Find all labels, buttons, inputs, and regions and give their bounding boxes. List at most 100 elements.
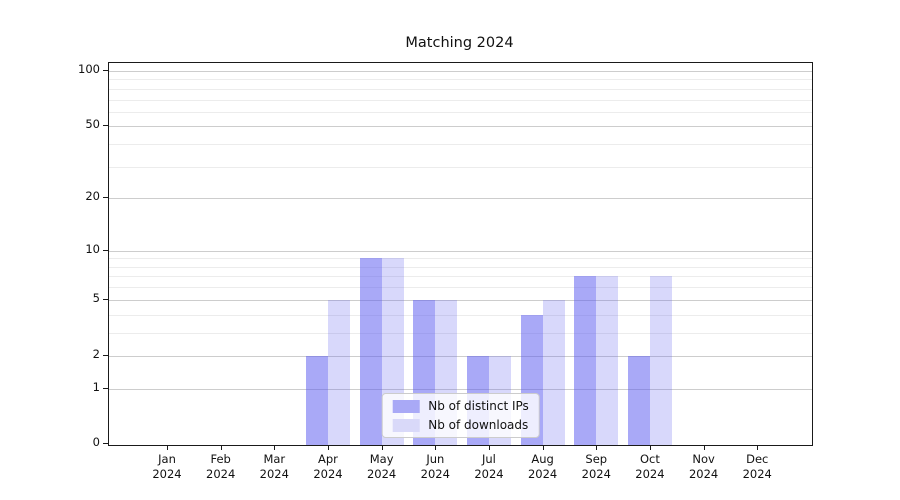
x-tick-aug	[542, 446, 544, 450]
x-tick-label-jul: Jul 2024	[457, 452, 521, 482]
gridline-major-1	[109, 388, 812, 390]
x-tick-may	[381, 446, 383, 450]
x-tick-feb	[220, 446, 222, 450]
x-tick-label-may: May 2024	[350, 452, 414, 482]
x-tick-year-sep: 2024	[581, 467, 611, 481]
x-tick-jan	[167, 446, 168, 450]
gridline-major-5	[109, 299, 812, 301]
x-tick-year-apr: 2024	[313, 467, 343, 481]
x-tick-month-may: May	[369, 452, 394, 466]
y-tick-label-100: 100	[78, 61, 100, 76]
bar-downloads-sep	[596, 276, 619, 445]
x-tick-label-dec: Dec 2024	[725, 452, 789, 482]
gridline-minor-6	[109, 287, 812, 289]
x-tick-year-jun: 2024	[420, 467, 450, 481]
y-tick-100	[103, 69, 108, 71]
gridline-minor-60	[109, 111, 812, 113]
x-tick-year-mar: 2024	[259, 467, 289, 481]
x-tick-month-aug: Aug	[531, 452, 554, 466]
x-tick-oct	[649, 446, 651, 450]
x-tick-year-nov: 2024	[688, 467, 719, 481]
x-tick-label-apr: Apr 2024	[296, 452, 360, 482]
y-tick-50	[103, 125, 108, 127]
x-tick-label-jan: Jan 2024	[135, 452, 199, 482]
x-tick-year-feb: 2024	[206, 467, 236, 481]
bar-distinct-ips-oct	[627, 355, 650, 445]
bar-distinct-ips-apr	[305, 355, 328, 445]
legend-label-downloads: Nb of downloads	[428, 418, 529, 432]
y-tick-20	[103, 197, 108, 199]
gridline-minor-30	[109, 166, 812, 168]
gridline-minor-3	[109, 332, 812, 334]
gridline-major-100	[109, 70, 812, 72]
x-tick-month-nov: Nov	[692, 452, 715, 466]
bar-downloads-oct	[649, 276, 672, 445]
y-tick-10	[103, 249, 108, 251]
x-tick-sep	[596, 446, 598, 450]
bar-distinct-ips-sep	[574, 276, 597, 445]
x-tick-month-oct: Oct	[639, 452, 660, 466]
legend-item-distinct-ips: Nb of distinct IPs	[392, 399, 529, 413]
x-tick-year-may: 2024	[366, 467, 397, 481]
x-tick-month-dec: Dec	[746, 452, 769, 466]
x-tick-year-jan: 2024	[152, 467, 182, 481]
y-tick-label-5: 5	[92, 290, 100, 305]
plot-area: Nb of distinct IPs Nb of downloads	[108, 62, 813, 446]
y-tick-0	[103, 443, 108, 444]
x-tick-month-jun: Jun	[426, 452, 445, 466]
x-tick-month-feb: Feb	[210, 452, 231, 466]
gridline-major-50	[109, 126, 812, 128]
legend-label-distinct-ips: Nb of distinct IPs	[428, 399, 529, 413]
x-tick-mar	[274, 446, 276, 450]
x-tick-year-jul: 2024	[474, 467, 504, 481]
gridline-minor-7	[109, 276, 812, 278]
gridline-major-10	[109, 250, 812, 252]
legend: Nb of distinct IPs Nb of downloads	[381, 393, 540, 438]
y-tick-label-0: 0	[92, 435, 100, 449]
y-tick-label-10: 10	[85, 241, 100, 256]
bar-downloads-aug	[542, 299, 565, 445]
gridline-minor-4	[109, 314, 812, 316]
x-tick-month-sep: Sep	[585, 452, 608, 466]
gridline-major-20	[109, 198, 812, 200]
x-tick-year-aug: 2024	[527, 467, 558, 481]
bar-downloads-apr	[327, 299, 350, 445]
y-tick-label-1: 1	[92, 379, 100, 394]
x-tick-label-aug: Aug 2024	[511, 452, 575, 482]
legend-item-downloads: Nb of downloads	[392, 418, 529, 432]
legend-swatch-downloads-icon	[392, 418, 420, 432]
x-tick-jun	[435, 446, 437, 450]
gridline-minor-80	[109, 88, 812, 90]
x-tick-month-mar: Mar	[263, 452, 286, 466]
gridline-major-2	[109, 355, 812, 357]
y-tick-5	[103, 298, 108, 300]
x-tick-label-sep: Sep 2024	[564, 452, 628, 482]
x-tick-year-oct: 2024	[635, 467, 665, 481]
gridline-minor-90	[109, 79, 812, 81]
gridline-minor-9	[109, 258, 812, 260]
y-tick-1	[103, 387, 108, 389]
y-tick-label-2: 2	[92, 346, 100, 361]
x-tick-label-feb: Feb 2024	[189, 452, 253, 482]
x-tick-apr	[327, 446, 329, 450]
x-tick-year-dec: 2024	[742, 467, 772, 481]
x-tick-month-jul: Jul	[482, 452, 496, 466]
gridline-minor-8	[109, 266, 812, 268]
x-tick-month-jan: Jan	[158, 452, 176, 466]
chart-title: Matching 2024	[405, 35, 514, 51]
gridline-minor-40	[109, 144, 812, 146]
legend-swatch-distinct-ips-icon	[392, 399, 420, 413]
gridline-minor-70	[109, 99, 812, 101]
x-tick-label-mar: Mar 2024	[242, 452, 306, 482]
x-tick-jul	[488, 446, 490, 450]
x-tick-month-apr: Apr	[318, 452, 338, 466]
y-tick-label-50: 50	[85, 117, 100, 132]
x-tick-nov	[703, 446, 705, 450]
x-tick-label-oct: Oct 2024	[618, 452, 682, 482]
x-tick-label-jun: Jun 2024	[403, 452, 467, 482]
y-tick-2	[103, 354, 108, 356]
bar-distinct-ips-may	[359, 258, 382, 445]
x-tick-label-nov: Nov 2024	[672, 452, 736, 482]
x-tick-dec	[757, 446, 759, 450]
